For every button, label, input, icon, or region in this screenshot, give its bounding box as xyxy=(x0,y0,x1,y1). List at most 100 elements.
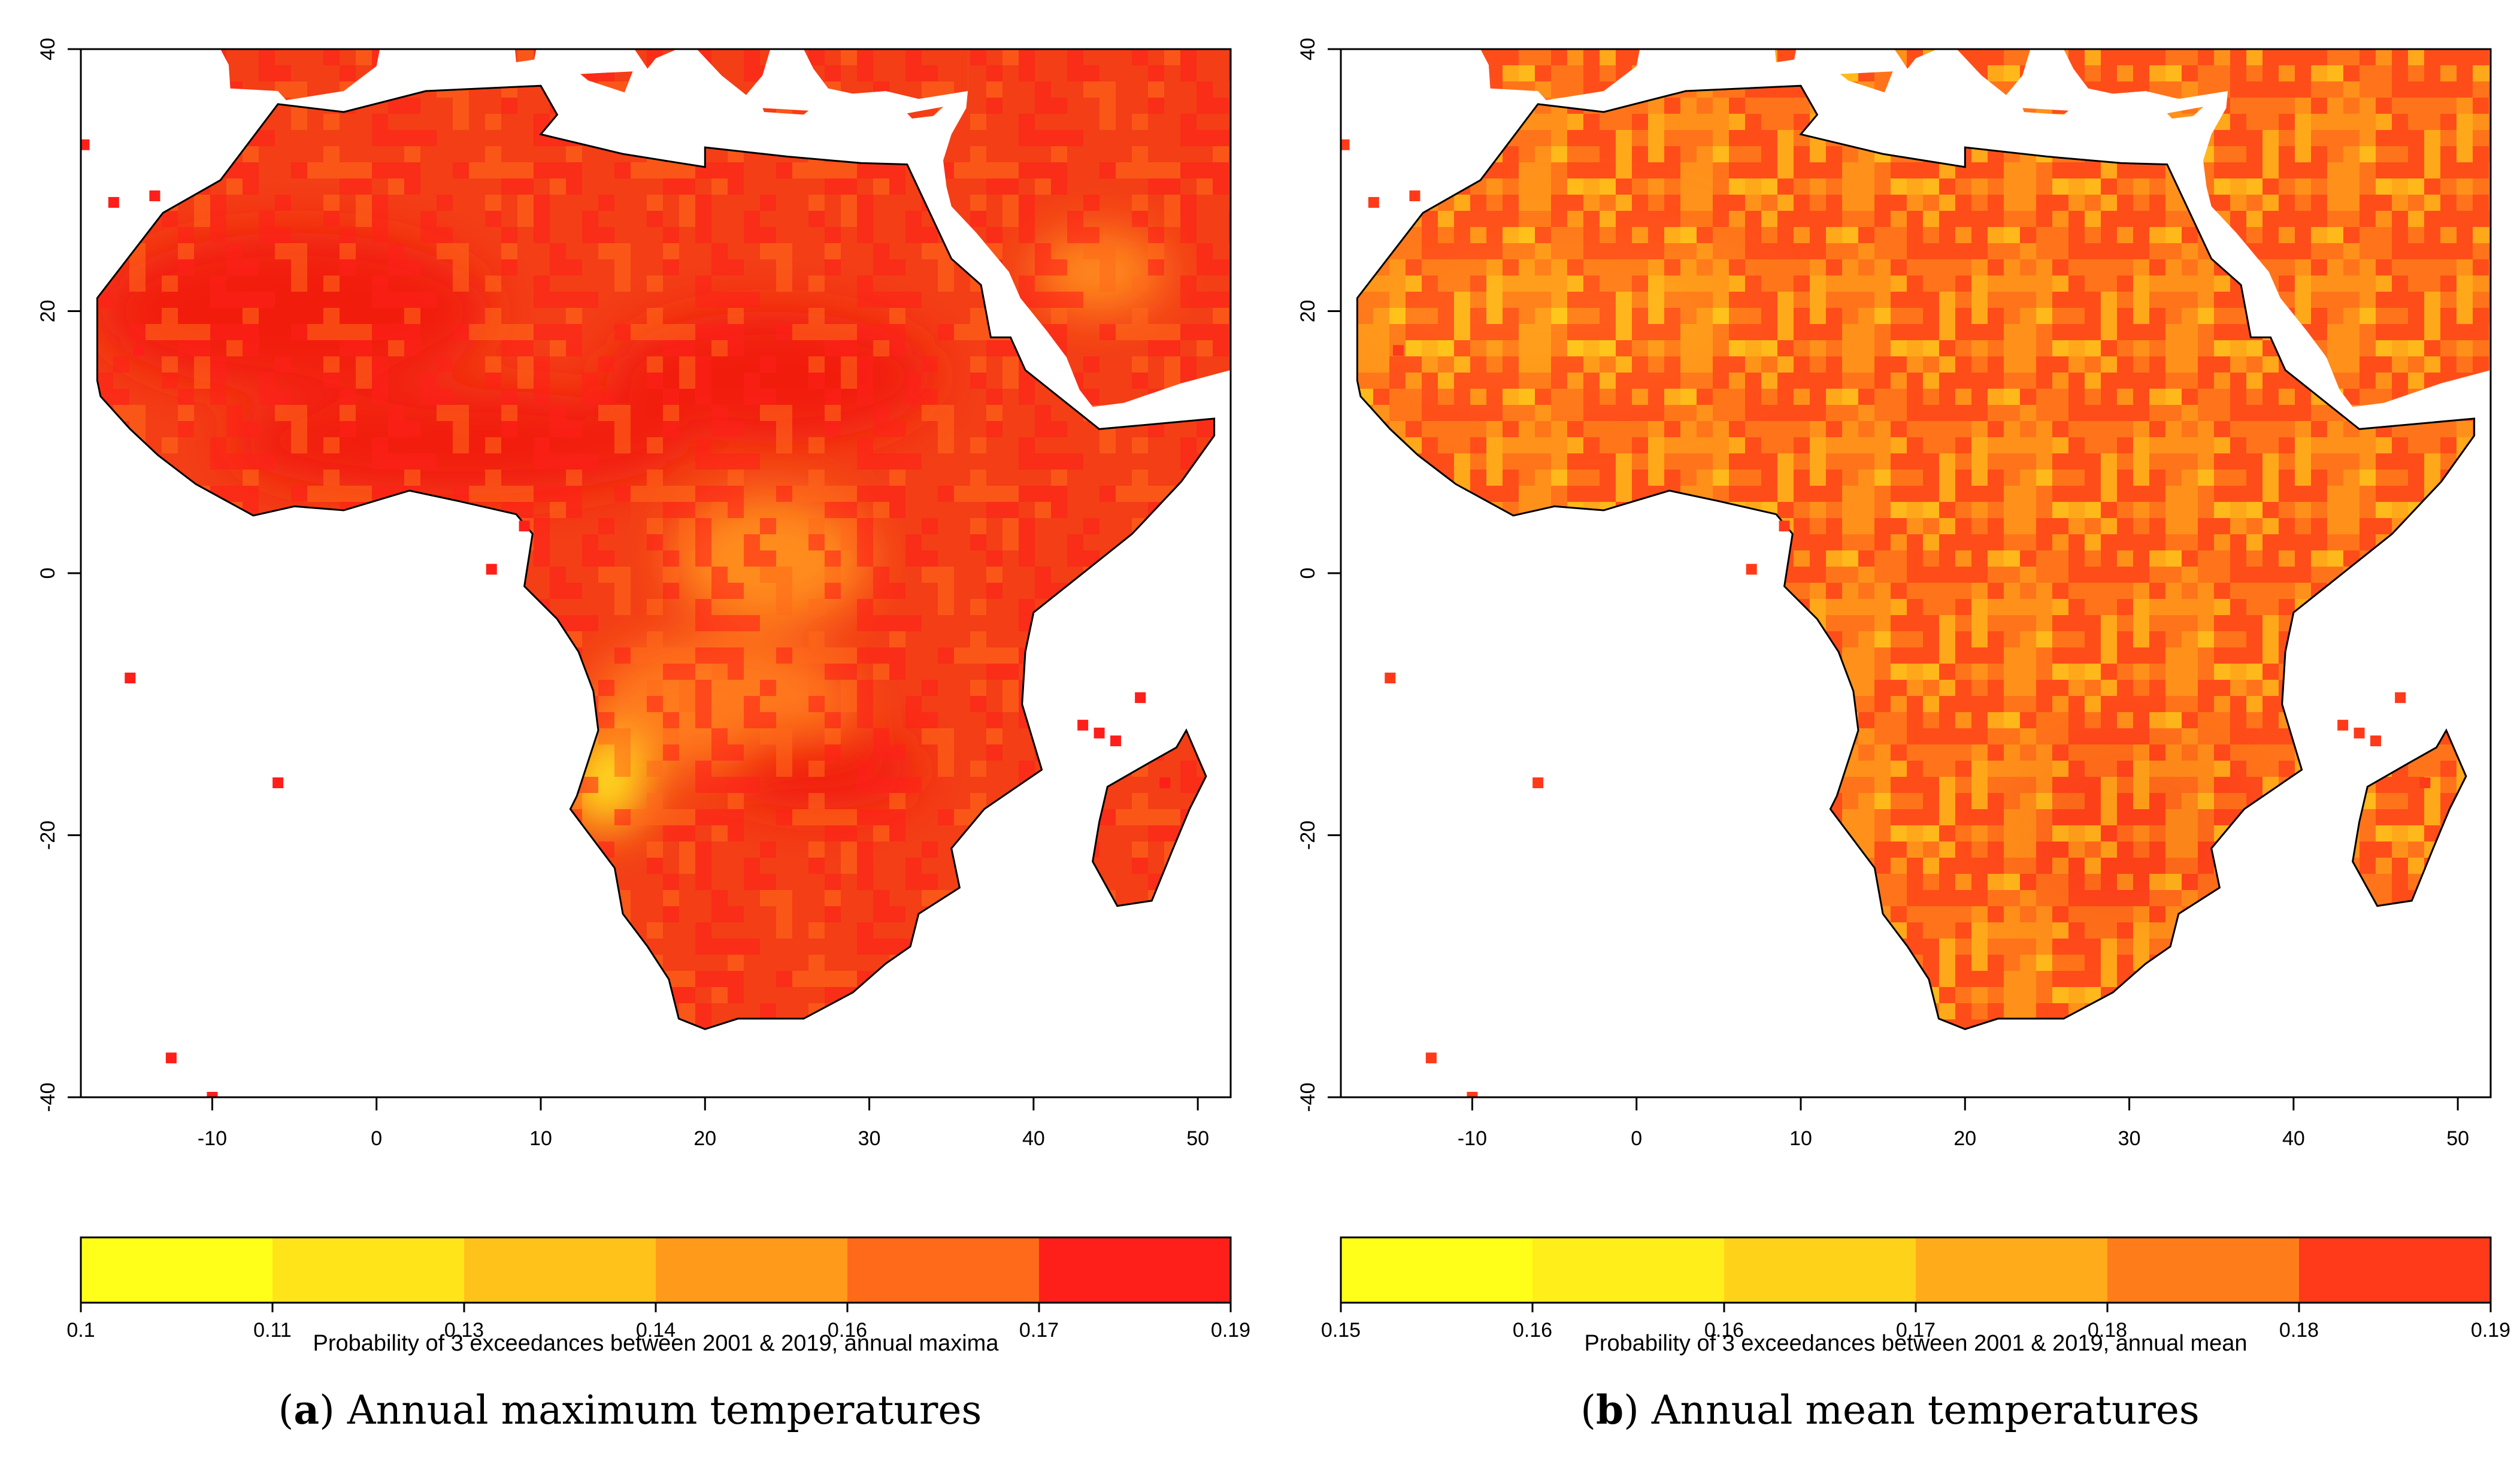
madagascar-texture xyxy=(1092,730,1206,906)
colorbar-tick-label: 0.19 xyxy=(2471,1319,2510,1342)
grid-cell xyxy=(1393,345,1404,356)
colorbar-title-b: Probability of 3 exceedances between 200… xyxy=(1584,1331,2248,1356)
colorbar-segment xyxy=(81,1237,273,1303)
colorbar-tick-label: 0.13 xyxy=(444,1319,484,1342)
y-tick-label: 40 xyxy=(37,38,59,60)
colorbar-segment xyxy=(1724,1237,1916,1303)
grid-cell xyxy=(1135,692,1146,703)
grid-cell xyxy=(1094,727,1105,738)
grid-cell xyxy=(1241,830,1252,841)
island-2-texture xyxy=(762,108,809,115)
colorbar-tick-label: 0.16 xyxy=(1513,1319,1552,1342)
grid-cell xyxy=(149,190,160,201)
europe-texture xyxy=(1480,49,2228,101)
panel-b: -10 0 10 20 30 40 50 40 20 0 -20 -40 0.15 0.16 0.16 0.1… xyxy=(1260,0,2520,1462)
colorbar-title-a: Probability of 3 exceedances between 200… xyxy=(313,1331,999,1356)
colorbar-tick-label: 0.18 xyxy=(2088,1319,2127,1342)
grid-cell xyxy=(2370,735,2381,746)
caption-a: (a) Annual maximum temperatures xyxy=(278,1387,982,1433)
arabia-texture xyxy=(943,49,1231,407)
grid-cell xyxy=(2501,830,2512,841)
x-tick-label: 30 xyxy=(858,1127,881,1150)
grid-cell xyxy=(1368,196,1379,208)
x-tick-label: -10 xyxy=(1458,1127,1487,1150)
colorbar-segment xyxy=(1039,1237,1231,1303)
x-tick-label: 40 xyxy=(2282,1127,2305,1150)
africa-coastline xyxy=(1356,84,2476,1030)
colorbar-tick-label: 0.1 xyxy=(66,1319,95,1342)
grid-cell xyxy=(1532,777,1544,788)
grid-cell xyxy=(1425,1052,1437,1064)
colorbar-tick-label: 0.16 xyxy=(1704,1319,1744,1342)
map-figure-a: -10 0 10 20 30 40 50 40 20 0 -20 -40 0.1 0.11 0.13 0.14… xyxy=(37,38,1252,1342)
colorbar-segment xyxy=(1341,1237,1533,1303)
grid-cell xyxy=(1385,673,1396,683)
colorbar-tick-label: 0.17 xyxy=(1896,1319,1936,1342)
colorbar-tick-label: 0.18 xyxy=(2279,1319,2319,1342)
island-1-texture xyxy=(580,71,633,93)
y-tick-label: 0 xyxy=(37,568,59,579)
caption-letter-b: b xyxy=(1595,1387,1624,1433)
x-tick-label: 40 xyxy=(1022,1127,1045,1150)
x-tick-label: 20 xyxy=(693,1127,716,1150)
africa-texture xyxy=(97,86,1214,1030)
grid-cell xyxy=(125,673,136,683)
y-tick-label: -40 xyxy=(1297,1082,1319,1112)
island-0-texture xyxy=(514,49,537,62)
europe-texture xyxy=(220,49,968,101)
land-layer xyxy=(1341,49,2512,1097)
grid-cell xyxy=(1409,190,1420,201)
colorbar-tick-label: 0.11 xyxy=(253,1319,292,1342)
colorbar-tick-label: 0.14 xyxy=(636,1319,676,1342)
colorbar-segment xyxy=(847,1237,1040,1303)
island-3-texture xyxy=(2167,107,2203,119)
island-2-texture xyxy=(2022,108,2069,115)
colorbar-segment xyxy=(2107,1237,2300,1303)
grid-cell xyxy=(1341,139,1350,150)
grid-cell xyxy=(519,520,530,532)
y-tick-label: 20 xyxy=(37,300,59,323)
grid-cell xyxy=(165,1052,177,1064)
colorbar-tick-label: 0.17 xyxy=(1019,1319,1059,1342)
madagascar-texture xyxy=(2352,730,2466,906)
colorbar-tick-label: 0.15 xyxy=(1321,1319,1361,1342)
island-3-texture xyxy=(907,107,943,119)
island-1-texture xyxy=(1840,71,1893,93)
caption-text-a: Annual maximum temperatures xyxy=(347,1387,982,1433)
grid-cell xyxy=(108,196,119,208)
x-tick-label: 10 xyxy=(1789,1127,1812,1150)
y-tick-label: 0 xyxy=(1297,568,1319,579)
x-tick-label: 30 xyxy=(2118,1127,2141,1150)
x-tick-label: 0 xyxy=(371,1127,382,1150)
colorbar-segment xyxy=(1916,1237,2108,1303)
y-tick-label: -40 xyxy=(37,1082,59,1112)
grid-cell xyxy=(1110,735,1121,746)
grid-cell xyxy=(1779,520,1790,532)
arabia-texture xyxy=(2203,49,2491,407)
grid-cell xyxy=(81,139,90,150)
caption-letter-a: a xyxy=(293,1387,320,1433)
y-tick-label: -20 xyxy=(37,821,59,850)
grid-cell xyxy=(2354,727,2365,738)
y-tick-label: 40 xyxy=(1297,38,1319,60)
grid-cell xyxy=(1077,719,1089,731)
x-tick-label: 0 xyxy=(1631,1127,1642,1150)
colorbar-tick-label: 0.19 xyxy=(1211,1319,1250,1342)
grid-cell xyxy=(486,564,497,575)
island-0-texture xyxy=(1774,49,1797,62)
grid-cell xyxy=(207,1092,218,1097)
panel-a: -10 0 10 20 30 40 50 40 20 0 -20 -40 0.1 0.11 0.13 0.14… xyxy=(37,38,1252,1433)
grid-cell xyxy=(2337,719,2349,731)
y-tick-label: -20 xyxy=(1297,821,1319,850)
colorbar-tick-label: 0.16 xyxy=(828,1319,867,1342)
x-tick-label: 10 xyxy=(529,1127,552,1150)
colorbar-segment xyxy=(1532,1237,1725,1303)
colorbar-segment xyxy=(272,1237,465,1303)
grid-cell xyxy=(133,345,144,356)
y-tick-label: 20 xyxy=(1297,300,1319,323)
africa-texture xyxy=(1357,86,2474,1030)
x-tick-label: 20 xyxy=(1953,1127,1976,1150)
colorbar-segment xyxy=(2299,1237,2491,1303)
caption-b: (b) Annual mean temperatures xyxy=(1580,1387,2200,1433)
land-layer xyxy=(81,49,1252,1097)
